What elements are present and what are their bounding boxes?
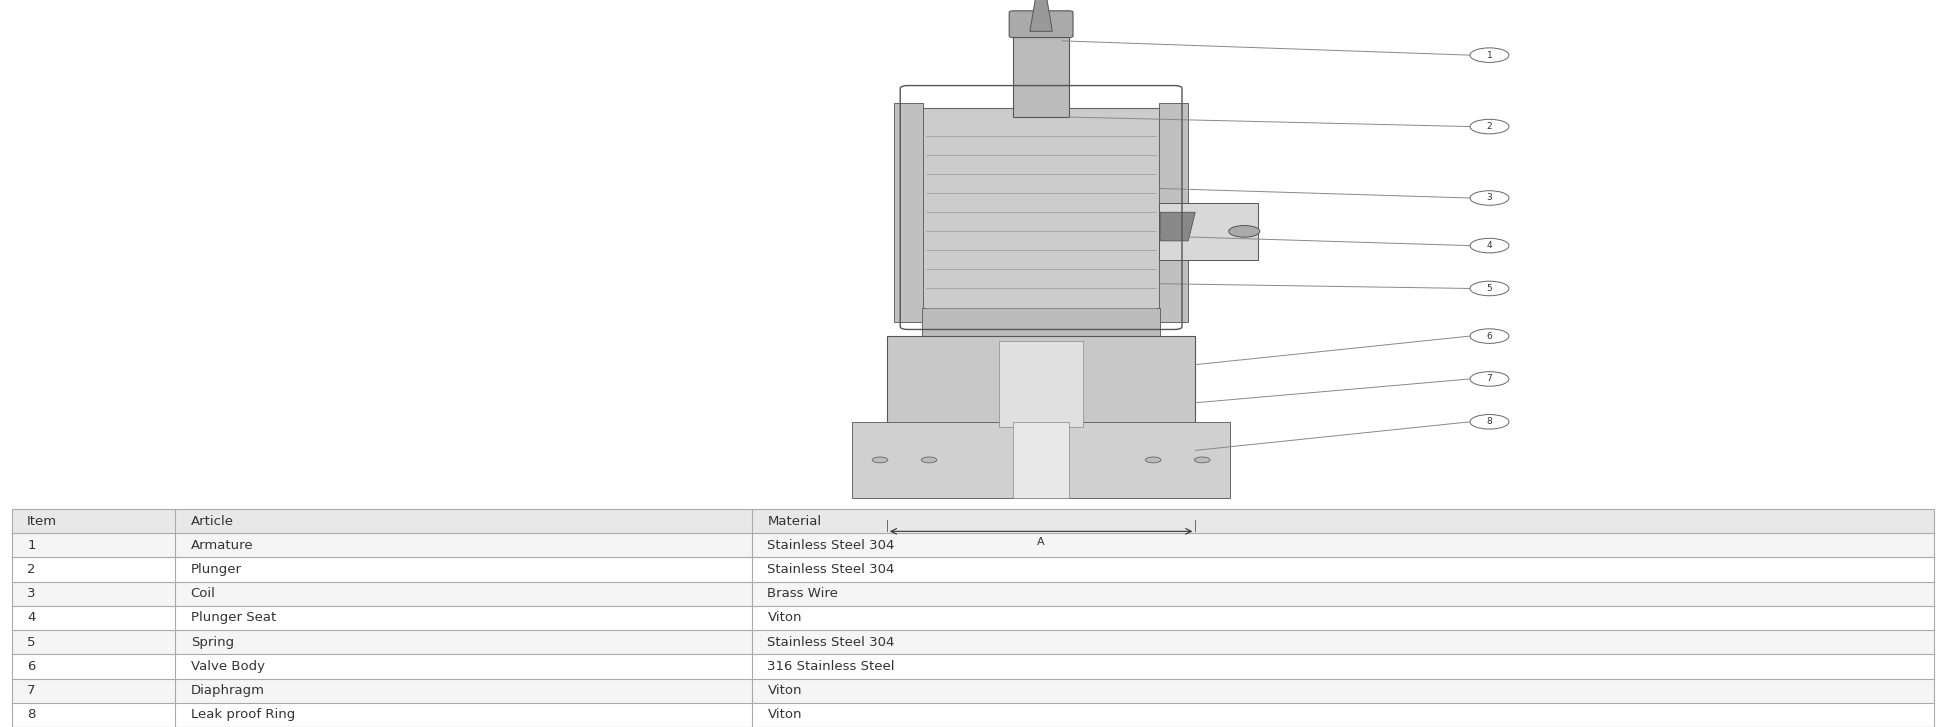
Bar	[175, 606, 751, 630]
Polygon shape	[887, 336, 1195, 431]
Text: Valve Body: Valve Body	[191, 660, 265, 673]
Bar	[12, 654, 175, 678]
Polygon shape	[893, 103, 924, 322]
Text: Spring: Spring	[191, 635, 234, 648]
Text: A: A	[1037, 537, 1045, 547]
Text: Stainless Steel 304: Stainless Steel 304	[767, 563, 895, 576]
Text: 3: 3	[1487, 193, 1493, 203]
Bar	[751, 630, 1934, 654]
Text: Plunger Seat: Plunger Seat	[191, 611, 276, 624]
Polygon shape	[998, 341, 1084, 427]
Text: Material: Material	[767, 515, 821, 528]
Bar	[751, 606, 1934, 630]
Text: 6: 6	[1487, 332, 1493, 340]
Text: 5: 5	[1487, 284, 1493, 293]
Text: 1: 1	[1487, 51, 1493, 60]
Bar	[751, 703, 1934, 727]
Bar	[175, 654, 751, 678]
Text: 7: 7	[1487, 374, 1493, 383]
Circle shape	[1195, 457, 1210, 463]
Text: Plunger: Plunger	[191, 563, 241, 576]
Text: 8: 8	[1487, 417, 1493, 426]
Text: 8: 8	[27, 708, 35, 721]
Bar	[175, 630, 751, 654]
Text: 7: 7	[27, 684, 35, 697]
Bar	[12, 703, 175, 727]
Polygon shape	[1160, 212, 1195, 241]
Circle shape	[1469, 414, 1508, 429]
Bar	[12, 630, 175, 654]
Text: 6: 6	[27, 660, 35, 673]
Bar	[12, 509, 1934, 727]
Text: Leak proof Ring: Leak proof Ring	[191, 708, 296, 721]
Circle shape	[1469, 329, 1508, 343]
Circle shape	[1469, 190, 1508, 205]
Circle shape	[1469, 238, 1508, 253]
Circle shape	[1469, 371, 1508, 386]
Text: 1: 1	[27, 539, 35, 552]
Text: Stainless Steel 304: Stainless Steel 304	[767, 635, 895, 648]
Bar	[175, 703, 751, 727]
Bar	[751, 558, 1934, 582]
Bar	[12, 582, 175, 606]
Bar	[175, 533, 751, 558]
Text: Viton: Viton	[767, 684, 802, 697]
Polygon shape	[1158, 103, 1189, 322]
Bar	[751, 509, 1934, 533]
Bar	[175, 509, 751, 533]
Text: 2: 2	[1487, 122, 1493, 131]
Bar	[175, 678, 751, 703]
Text: Viton: Viton	[767, 611, 802, 624]
Circle shape	[1469, 48, 1508, 63]
Polygon shape	[1014, 422, 1068, 498]
Text: 3: 3	[27, 587, 35, 601]
Circle shape	[1469, 119, 1508, 134]
Text: 316 Stainless Steel: 316 Stainless Steel	[767, 660, 895, 673]
Circle shape	[920, 457, 936, 463]
Bar	[12, 606, 175, 630]
Text: Item: Item	[27, 515, 56, 528]
Bar	[12, 509, 175, 533]
Polygon shape	[1158, 203, 1259, 260]
Bar	[751, 582, 1934, 606]
Bar	[751, 678, 1934, 703]
Bar	[12, 678, 175, 703]
Polygon shape	[852, 422, 1230, 498]
Circle shape	[1469, 281, 1508, 296]
Bar	[12, 558, 175, 582]
Polygon shape	[1029, 0, 1053, 31]
Text: 4: 4	[1487, 241, 1493, 250]
Text: Coil: Coil	[191, 587, 216, 601]
Text: Armature: Armature	[191, 539, 253, 552]
Text: 4: 4	[27, 611, 35, 624]
Bar	[751, 533, 1934, 558]
Text: Stainless Steel 304: Stainless Steel 304	[767, 539, 895, 552]
FancyBboxPatch shape	[1010, 11, 1072, 38]
Text: Article: Article	[191, 515, 234, 528]
Polygon shape	[922, 108, 1160, 317]
Circle shape	[1146, 457, 1162, 463]
Text: Viton: Viton	[767, 708, 802, 721]
Text: 5: 5	[27, 635, 35, 648]
Polygon shape	[1014, 22, 1068, 117]
Bar	[12, 533, 175, 558]
Bar	[751, 654, 1934, 678]
Text: Brass Wire: Brass Wire	[767, 587, 839, 601]
Bar	[175, 558, 751, 582]
Polygon shape	[922, 308, 1160, 345]
Bar	[175, 582, 751, 606]
Circle shape	[872, 457, 887, 463]
Circle shape	[1228, 225, 1259, 237]
Text: 2: 2	[27, 563, 35, 576]
Text: Diaphragm: Diaphragm	[191, 684, 265, 697]
